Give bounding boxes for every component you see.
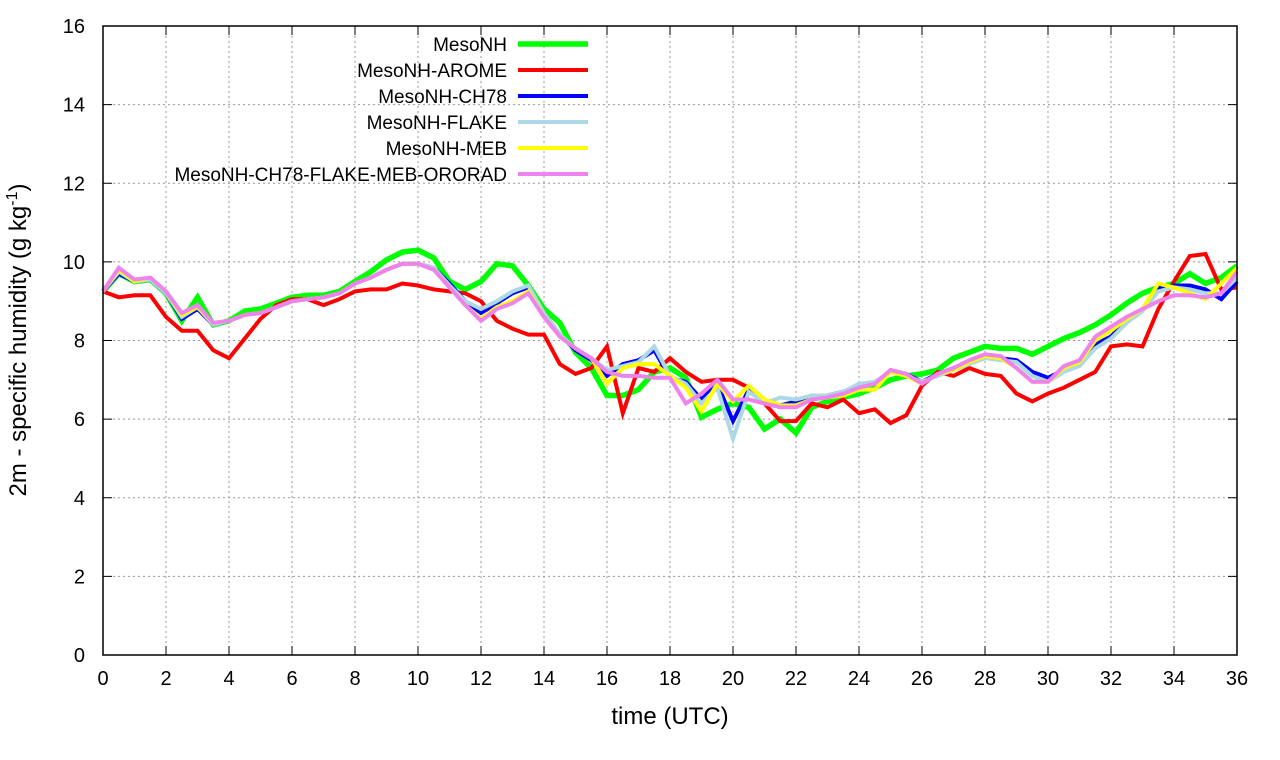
x-tick-label: 12 bbox=[470, 668, 492, 690]
y-tick-label: 2 bbox=[74, 566, 85, 588]
x-tick-label: 8 bbox=[349, 668, 360, 690]
x-tick-label: 22 bbox=[785, 668, 807, 690]
x-tick-label: 4 bbox=[223, 668, 234, 690]
x-tick-label: 26 bbox=[911, 668, 933, 690]
x-tick-label: 36 bbox=[1226, 668, 1248, 690]
series-line-mesonh-ch78-flake-meb-ororad bbox=[101, 261, 1239, 410]
x-tick-label: 14 bbox=[533, 668, 555, 690]
x-tick-label: 0 bbox=[97, 668, 108, 690]
legend-label: MesoNH-AROME bbox=[357, 61, 507, 82]
y-tick-label: 14 bbox=[63, 95, 85, 117]
x-tick-label: 32 bbox=[1100, 668, 1122, 690]
y-tick-label: 0 bbox=[74, 645, 85, 667]
series-lines bbox=[100, 247, 1239, 446]
y-tick-label: 6 bbox=[74, 409, 85, 431]
legend-label: MesoNH bbox=[433, 35, 507, 56]
y-tick-label: 10 bbox=[63, 252, 85, 274]
x-tick-label: 24 bbox=[848, 668, 870, 690]
grid bbox=[103, 26, 1237, 655]
legend-label: MesoNH-CH78-FLAKE-MEB-ORORAD bbox=[174, 165, 507, 186]
axis-ticks: 0 2 4 6 8 10 12 14 16 18 20 22 24 26 28 30 32 34 360246810… bbox=[63, 16, 1248, 690]
x-tick-label: 34 bbox=[1163, 668, 1185, 690]
x-tick-label: 16 bbox=[596, 668, 618, 690]
x-tick-label: 2 bbox=[160, 668, 171, 690]
y-tick-label: 8 bbox=[74, 331, 85, 353]
y-axis-label: 2m - specific humidity (g kg-1) bbox=[4, 184, 32, 497]
x-axis-label: time (UTC) bbox=[611, 703, 728, 730]
y-tick-label: 16 bbox=[63, 16, 85, 38]
y-tick-label: 12 bbox=[63, 173, 85, 195]
x-tick-label: 20 bbox=[722, 668, 744, 690]
x-tick-label: 28 bbox=[974, 668, 996, 690]
x-tick-label: 6 bbox=[286, 668, 297, 690]
legend: MesoNH MesoNH-AROME MesoNH-CH78 MesoNH-FLAK… bbox=[174, 35, 588, 186]
legend-label: MesoNH-CH78 bbox=[378, 87, 507, 108]
x-tick-label: 30 bbox=[1037, 668, 1059, 690]
x-tick-label: 18 bbox=[659, 668, 681, 690]
legend-label: MesoNH-FLAKE bbox=[367, 113, 507, 134]
x-tick-label: 10 bbox=[407, 668, 429, 690]
legend-label: MesoNH-MEB bbox=[386, 139, 507, 160]
y-tick-label: 4 bbox=[74, 488, 85, 510]
